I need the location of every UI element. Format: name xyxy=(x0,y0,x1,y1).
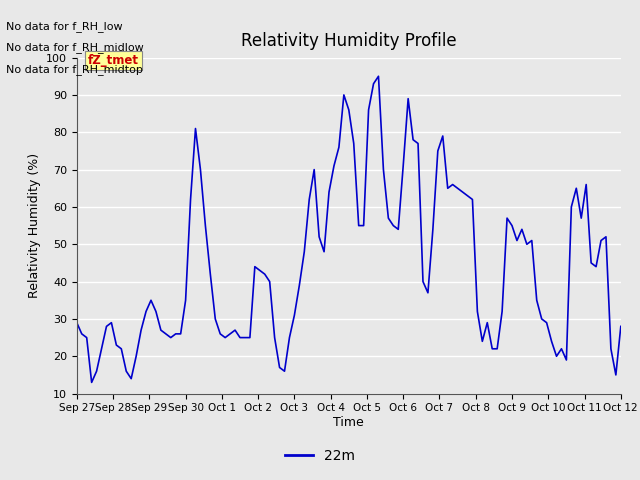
Text: No data for f_RH_low: No data for f_RH_low xyxy=(6,21,123,32)
X-axis label: Time: Time xyxy=(333,416,364,429)
Text: No data for f_RH_midtop: No data for f_RH_midtop xyxy=(6,64,143,75)
Legend: 22m: 22m xyxy=(280,443,360,468)
Y-axis label: Relativity Humidity (%): Relativity Humidity (%) xyxy=(28,153,40,298)
Text: fZ_tmet: fZ_tmet xyxy=(88,54,139,67)
Title: Relativity Humidity Profile: Relativity Humidity Profile xyxy=(241,33,456,50)
Text: No data for f_RH_midlow: No data for f_RH_midlow xyxy=(6,42,144,53)
